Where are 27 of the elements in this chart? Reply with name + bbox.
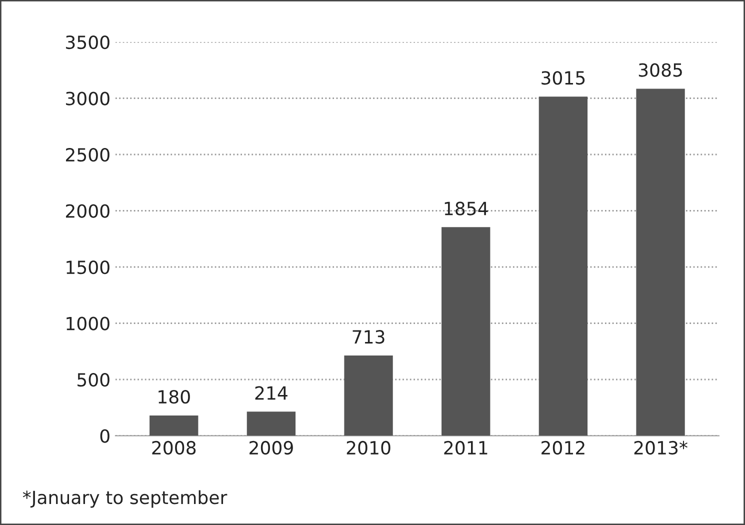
data-label: 180 (158, 390, 190, 404)
bar (246, 412, 296, 436)
bar (344, 356, 393, 436)
data-label: 3085 (638, 63, 682, 77)
data-label: 3015 (542, 71, 585, 85)
y-tick-label: 2500 (66, 148, 110, 162)
y-tick-label: 1000 (66, 316, 110, 330)
y-tick-label: 3000 (66, 92, 110, 106)
data-label: 713 (352, 330, 384, 344)
x-tick-label: 2013* (634, 440, 688, 455)
bar (636, 88, 685, 436)
x-tick-label: 2012 (542, 440, 584, 455)
x-tick-label: 2010 (346, 440, 390, 455)
y-tick-label: 0 (100, 429, 110, 443)
bar (150, 416, 198, 436)
text: *January to september (22, 490, 228, 508)
y-tick-label: 2000 (66, 204, 110, 218)
bar (538, 96, 588, 436)
x-tick-label: 2011 (444, 440, 488, 455)
data-label: 1854 (444, 202, 488, 216)
bar (442, 227, 490, 436)
data-label: 214 (255, 386, 288, 400)
x-tick-label: 2008 (152, 440, 196, 455)
y-tick-label: 1500 (66, 260, 110, 274)
y-tick-label: 500 (78, 372, 110, 387)
y-tick-label: 3500 (66, 35, 110, 50)
x-tick-label: 2009 (250, 440, 293, 455)
